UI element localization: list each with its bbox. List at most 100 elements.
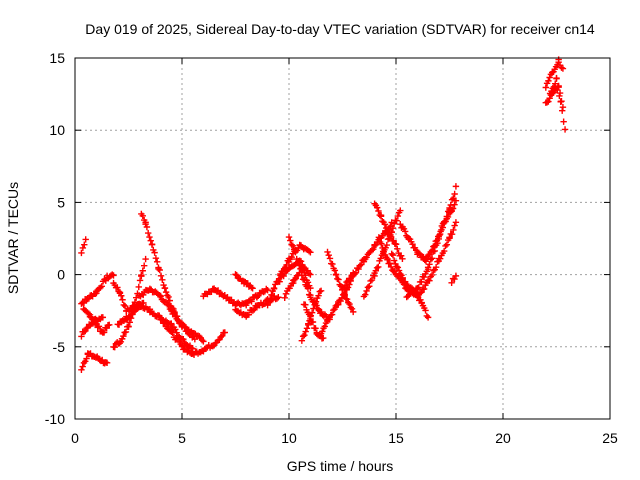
y-tick-label: -5 xyxy=(53,339,66,355)
data-point xyxy=(275,294,282,301)
data-point xyxy=(181,323,188,330)
data-point xyxy=(449,205,457,212)
data-point xyxy=(377,212,385,219)
data-point xyxy=(329,260,336,268)
data-point xyxy=(263,285,270,293)
data-point xyxy=(312,298,320,305)
data-point xyxy=(178,342,186,349)
data-point xyxy=(301,276,308,283)
data-point xyxy=(431,243,438,251)
data-point xyxy=(403,280,410,288)
data-point xyxy=(303,325,311,332)
data-point xyxy=(122,328,130,336)
data-point xyxy=(425,251,432,259)
data-point xyxy=(356,262,364,269)
series-t20 xyxy=(298,287,325,344)
series-t30 xyxy=(403,286,432,321)
series-t19 xyxy=(285,233,331,323)
data-point xyxy=(546,95,553,102)
data-point xyxy=(248,298,255,305)
data-point xyxy=(117,338,125,346)
data-point xyxy=(180,335,187,343)
data-point xyxy=(315,292,322,299)
data-point xyxy=(302,301,309,308)
data-point xyxy=(136,277,144,284)
data-point xyxy=(542,84,549,91)
data-point xyxy=(218,332,226,340)
data-point xyxy=(341,282,349,289)
data-point xyxy=(198,336,206,344)
data-point xyxy=(321,323,328,330)
data-point xyxy=(120,332,127,340)
data-point xyxy=(307,271,314,278)
data-point xyxy=(152,255,160,262)
data-point xyxy=(422,307,429,314)
x-tick-label: 10 xyxy=(281,430,297,446)
data-point xyxy=(164,301,171,308)
data-point xyxy=(375,263,382,271)
data-point xyxy=(309,318,317,326)
data-point xyxy=(305,247,313,255)
data-point xyxy=(364,284,372,291)
data-point xyxy=(265,298,273,306)
data-point xyxy=(106,321,113,329)
data-point xyxy=(390,257,398,264)
data-point xyxy=(387,233,395,240)
data-point xyxy=(165,293,172,301)
grid-lines xyxy=(75,58,610,419)
data-point xyxy=(363,287,370,295)
data-point xyxy=(427,256,434,263)
data-point xyxy=(146,233,153,241)
data-point xyxy=(545,98,552,105)
data-point xyxy=(312,325,319,332)
data-point xyxy=(394,264,402,271)
data-point xyxy=(428,247,436,254)
data-point xyxy=(378,240,385,247)
data-point xyxy=(316,288,324,295)
data-point xyxy=(416,289,424,297)
data-point xyxy=(432,263,440,271)
data-point xyxy=(451,275,458,283)
data-point xyxy=(221,329,228,336)
data-point xyxy=(395,267,403,274)
data-point xyxy=(307,249,314,256)
data-point xyxy=(157,293,164,300)
data-point xyxy=(264,287,271,294)
data-point xyxy=(546,74,553,81)
data-point xyxy=(79,244,87,252)
data-point xyxy=(389,224,397,232)
data-point xyxy=(157,272,165,280)
data-point xyxy=(109,271,116,278)
data-point xyxy=(443,241,451,248)
data-point xyxy=(151,249,158,256)
data-point xyxy=(264,302,271,309)
data-point xyxy=(320,334,327,342)
data-point xyxy=(436,231,443,239)
data-point xyxy=(288,254,295,261)
x-tick-label: 25 xyxy=(602,430,618,446)
data-point xyxy=(436,255,444,262)
data-point xyxy=(304,285,312,292)
data-point xyxy=(328,311,336,318)
data-point xyxy=(433,237,441,244)
y-tick-label: 15 xyxy=(49,50,65,66)
series-t24 xyxy=(339,219,395,293)
y-tick-label: 5 xyxy=(57,194,65,210)
data-point xyxy=(282,290,290,298)
data-point xyxy=(93,289,100,297)
x-axis-label: GPS time / hours xyxy=(287,458,394,474)
data-point xyxy=(377,255,384,262)
data-point xyxy=(558,64,565,71)
data-point xyxy=(325,251,332,259)
data-point xyxy=(91,320,99,327)
axis-ticks xyxy=(74,57,611,420)
data-point xyxy=(266,295,274,302)
data-point xyxy=(428,271,436,279)
data-point xyxy=(118,292,125,299)
data-point xyxy=(311,301,318,309)
data-point xyxy=(448,230,456,238)
data-point xyxy=(330,306,337,314)
data-point xyxy=(100,329,108,336)
data-point xyxy=(366,283,373,290)
data-point xyxy=(416,250,424,258)
